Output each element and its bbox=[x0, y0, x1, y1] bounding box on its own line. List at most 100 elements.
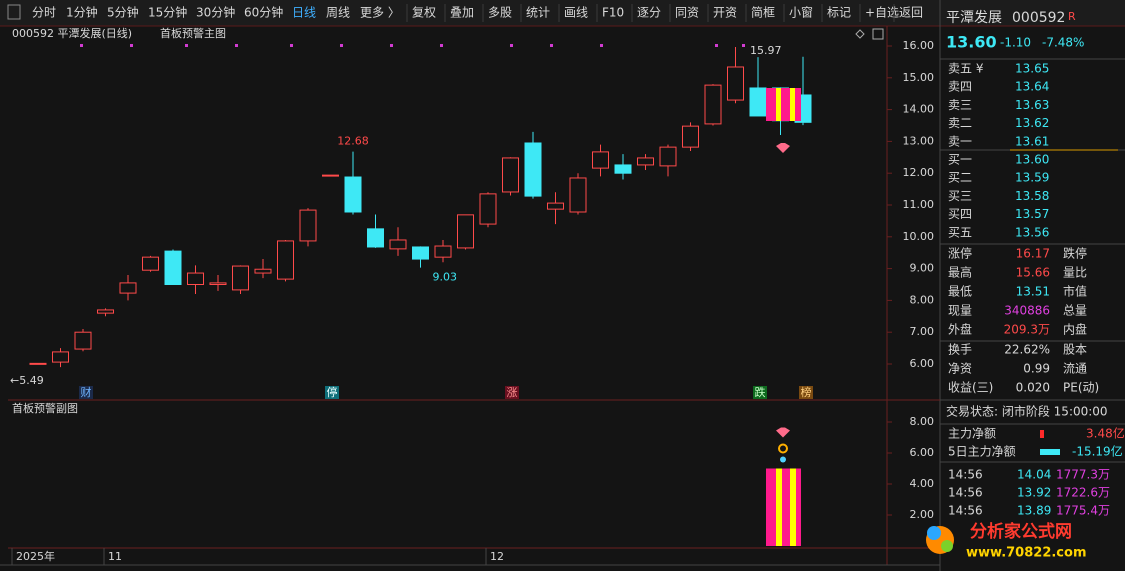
toolbar-button[interactable]: 返回 bbox=[899, 6, 923, 20]
event-marker-bg bbox=[753, 386, 767, 399]
toolbar-button[interactable]: 开资 bbox=[713, 6, 737, 20]
tick-time: 14:56 bbox=[948, 468, 983, 482]
stat-label: 流通 bbox=[1063, 362, 1087, 376]
signal-stripe bbox=[795, 88, 801, 121]
event-marker[interactable]: 财 bbox=[81, 385, 92, 399]
toolbar-button[interactable]: 逐分 bbox=[637, 6, 661, 20]
toolbar-button[interactable]: 1分钟 bbox=[66, 5, 98, 20]
event-marker-bg bbox=[799, 386, 813, 399]
stat-label: PE(动) bbox=[1063, 381, 1099, 395]
toolbar-button[interactable]: 分时 bbox=[32, 6, 56, 20]
event-marker[interactable]: 榜 bbox=[801, 385, 812, 399]
signal-dot bbox=[510, 44, 513, 47]
order-price: 13.57 bbox=[1015, 207, 1049, 221]
candle-body bbox=[659, 146, 677, 167]
signal-icon bbox=[780, 456, 786, 463]
indicator-name[interactable]: 首板预警主图 bbox=[160, 26, 226, 40]
candle-body bbox=[524, 142, 542, 197]
stat-label: 最低 bbox=[948, 285, 972, 299]
event-marker[interactable]: 停 bbox=[327, 385, 338, 399]
candle-body bbox=[97, 309, 114, 314]
y-tick-label: 6.00 bbox=[910, 357, 935, 370]
icon[interactable] bbox=[872, 28, 884, 40]
toolbar-button[interactable]: 复权 bbox=[412, 6, 436, 20]
stat-label: 量比 bbox=[1063, 266, 1087, 280]
toolbar-button[interactable]: 统计 bbox=[526, 6, 550, 20]
toolbar-button[interactable]: 15分钟 bbox=[148, 5, 187, 20]
signal-dot bbox=[80, 44, 83, 47]
toolbar-button[interactable]: 叠加 bbox=[450, 6, 474, 20]
flow-value: 3.48亿 bbox=[1086, 426, 1125, 441]
toolbar-button[interactable]: 60分钟 bbox=[244, 5, 283, 20]
toolbar-button[interactable]: 日线 bbox=[292, 6, 316, 20]
toolbar-button[interactable]: 更多 〉 bbox=[360, 6, 400, 20]
tick-volume: 1722.6万 bbox=[1056, 486, 1110, 500]
candle-body bbox=[704, 84, 722, 125]
event-marker[interactable]: 涨 bbox=[507, 386, 518, 399]
toolbar-button[interactable]: 多股 bbox=[488, 6, 512, 20]
flow-label: 主力净额 bbox=[948, 427, 996, 441]
toolbar-button[interactable]: 同资 bbox=[675, 6, 699, 20]
icon[interactable] bbox=[855, 29, 865, 39]
tick-time: 14:56 bbox=[948, 486, 983, 500]
toolbar-button[interactable]: 简框 bbox=[751, 6, 775, 20]
sub-indicator-name[interactable]: 首板预警副图 bbox=[12, 401, 78, 415]
signal-icon bbox=[778, 443, 788, 454]
event-marker[interactable]: 跌 bbox=[755, 385, 766, 399]
date-label: 11 bbox=[108, 550, 122, 563]
order-price: 13.59 bbox=[1015, 171, 1049, 185]
order-price: 13.60 bbox=[1015, 153, 1049, 167]
order-level: 卖五 ¥ bbox=[948, 62, 984, 76]
toolbar-button[interactable]: F10 bbox=[602, 6, 624, 20]
candle-body bbox=[637, 157, 654, 166]
bar-stripe bbox=[776, 468, 782, 546]
toolbar-button[interactable]: 30分钟 bbox=[196, 5, 235, 20]
stat-value: 0.020 bbox=[1016, 381, 1050, 395]
candle-body bbox=[479, 193, 497, 225]
stat-label: 现量 bbox=[948, 304, 972, 318]
toolbar-button[interactable]: +自选 bbox=[865, 6, 899, 20]
order-price: 13.61 bbox=[1015, 134, 1049, 148]
stat-label: 换手 bbox=[948, 343, 972, 357]
event-marker-bg bbox=[505, 386, 519, 399]
stat-label: 最高 bbox=[948, 265, 972, 280]
y-tick-label: 6.00 bbox=[910, 446, 935, 459]
signal-dot bbox=[715, 44, 718, 47]
toolbar-button[interactable]: 画线 bbox=[564, 6, 588, 20]
signal-dot bbox=[290, 44, 293, 47]
candle-body bbox=[547, 202, 564, 210]
signal-icon bbox=[776, 427, 790, 438]
main-chart: 12.68 9.03 15.97 ←5.49 财 停 涨 跌 榜 bbox=[10, 44, 813, 399]
stat-label: 市值 bbox=[1063, 284, 1087, 299]
bar-stripe bbox=[790, 468, 796, 546]
y-tick-label: 8.00 bbox=[910, 293, 935, 306]
toolbar-bg bbox=[0, 0, 1125, 26]
toolbar-button[interactable]: 5分钟 bbox=[107, 5, 139, 20]
candle-body bbox=[254, 268, 272, 274]
stat-value: 16.17 bbox=[1016, 247, 1050, 261]
toolbar-button[interactable]: 标记 bbox=[827, 6, 851, 20]
change-pct: -7.48% bbox=[1042, 36, 1084, 50]
order-price: 13.58 bbox=[1015, 189, 1049, 203]
flow-bar bbox=[1040, 430, 1044, 438]
change: -1.10 bbox=[1000, 36, 1031, 50]
watermark-url: www.70822.com bbox=[966, 546, 1087, 561]
candle-body bbox=[142, 256, 159, 271]
y-tick-label: 16.00 bbox=[903, 39, 935, 52]
price: 13.60 bbox=[946, 33, 997, 52]
signal-stripe bbox=[776, 88, 781, 121]
chart-title: 000592 平潭发展(日线) bbox=[12, 26, 132, 40]
candle-body bbox=[727, 66, 744, 101]
price-annotation: 9.03 bbox=[433, 271, 458, 284]
panel-toggle[interactable] bbox=[7, 4, 21, 20]
order-price: 13.63 bbox=[1015, 98, 1049, 112]
stat-value: 22.62% bbox=[1004, 343, 1050, 357]
signal-dot bbox=[550, 44, 553, 47]
candle-body bbox=[52, 351, 69, 363]
price-annotation: 12.68 bbox=[337, 135, 369, 148]
price-annotation: ←5.49 bbox=[10, 374, 44, 387]
toolbar-button[interactable]: 周线 bbox=[326, 6, 350, 20]
stat-label: 总量 bbox=[1063, 304, 1087, 318]
toolbar-button[interactable]: 小窗 bbox=[789, 6, 813, 20]
candle-body bbox=[569, 177, 587, 213]
